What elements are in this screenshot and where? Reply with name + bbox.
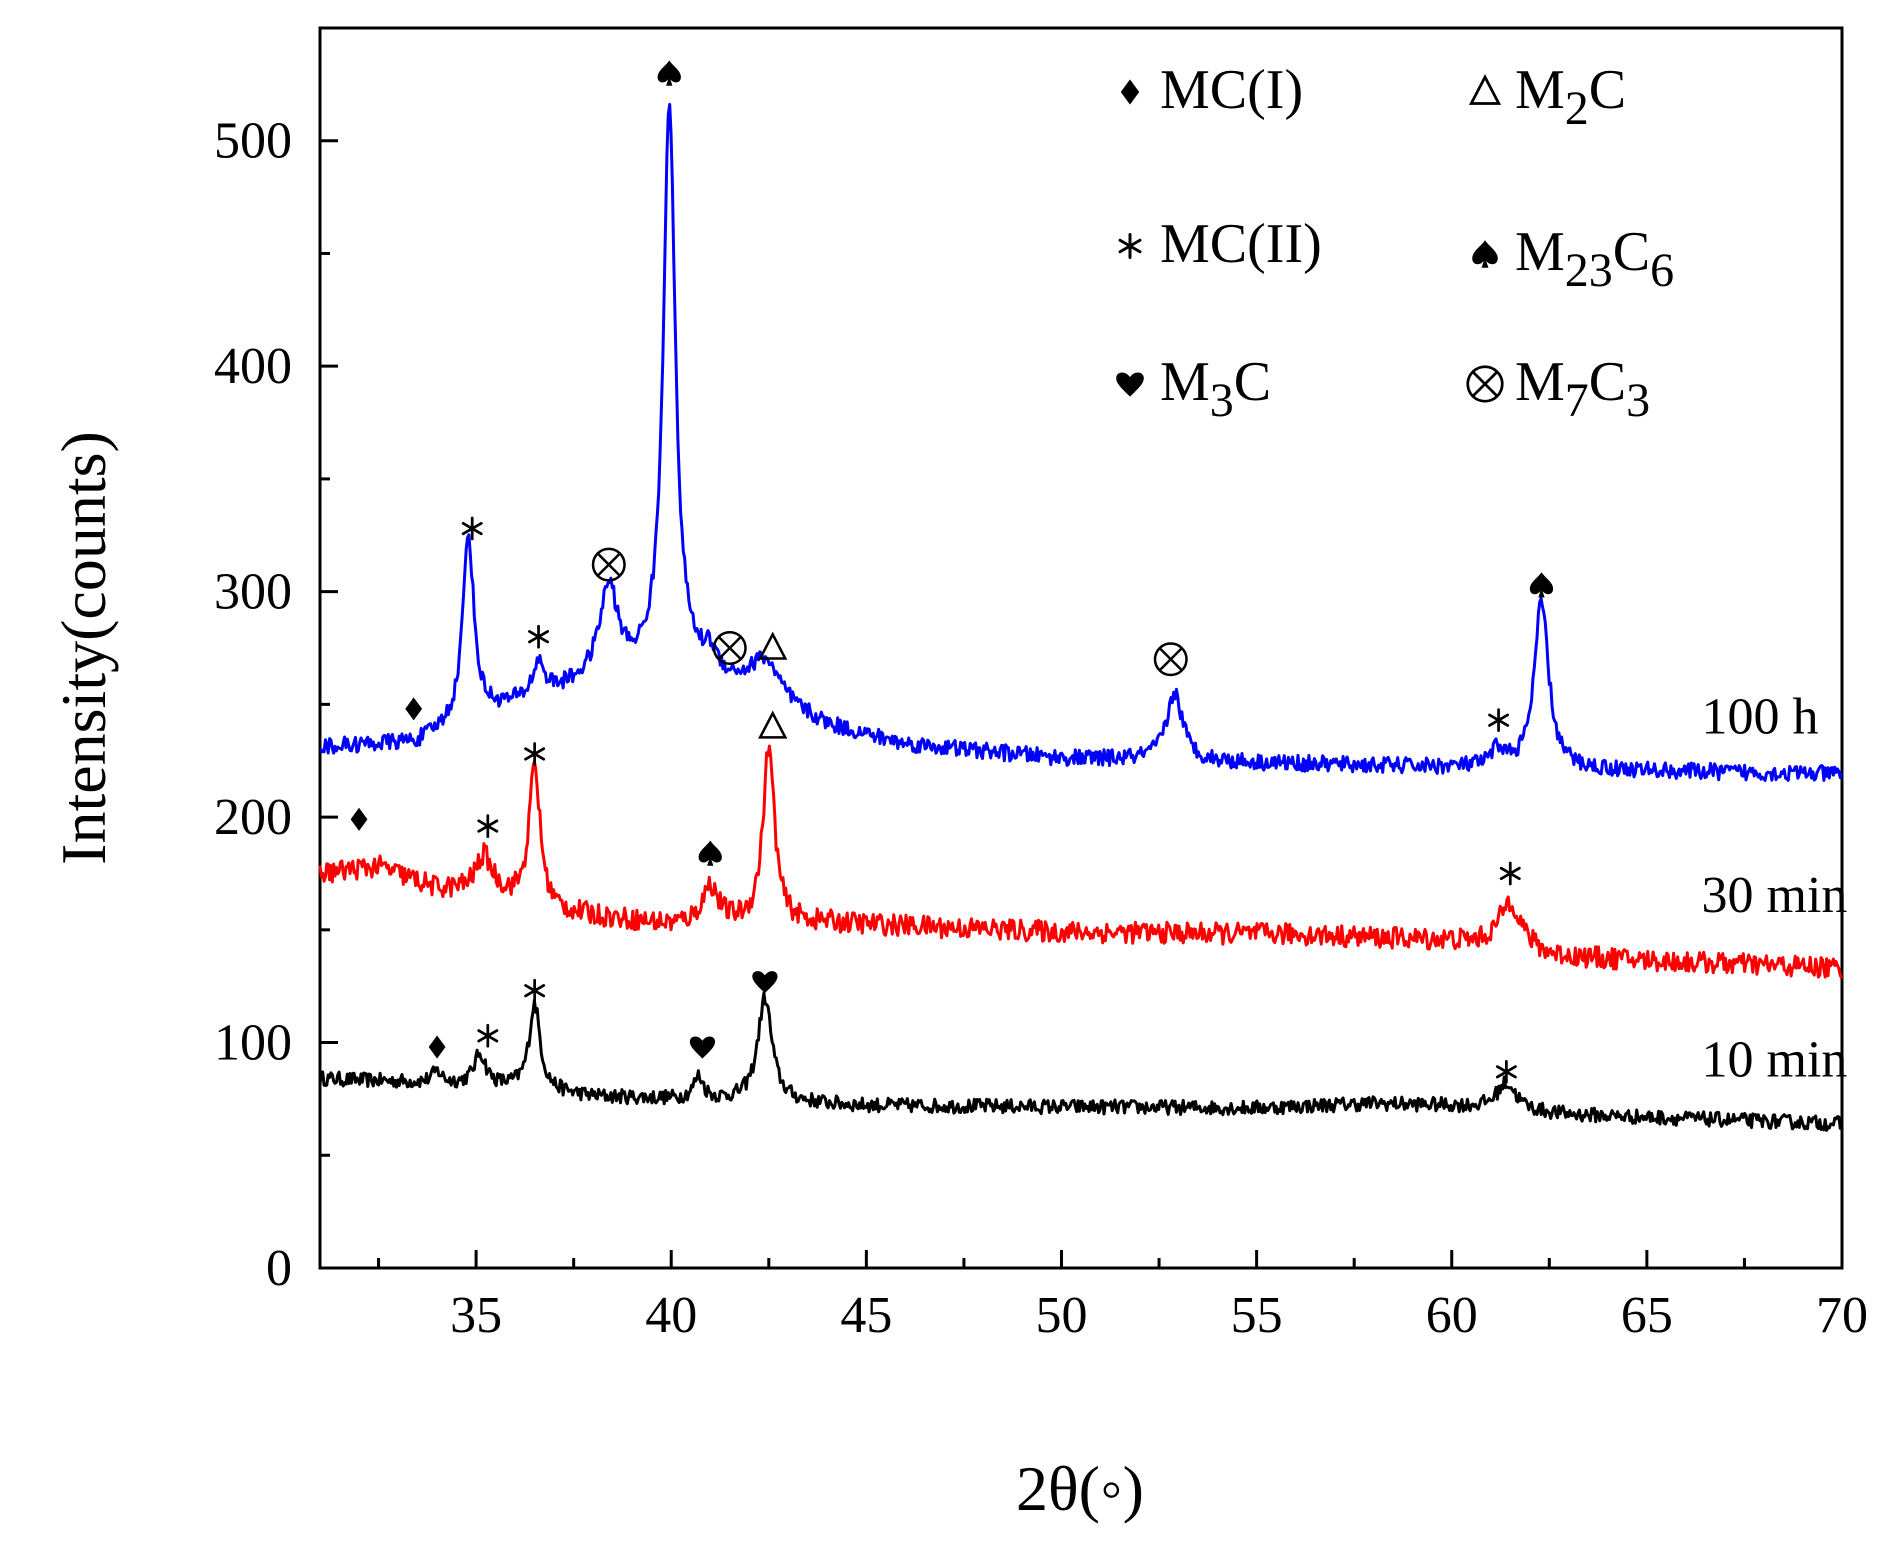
- curve-label: 100 h: [1702, 689, 1819, 746]
- y-tick-label: 300: [214, 564, 292, 621]
- peak-marker-triangle: [758, 631, 788, 660]
- x-tick-label: 55: [1231, 1287, 1283, 1344]
- curve-label: 30 min: [1702, 867, 1848, 924]
- legend-label: MC(I): [1160, 59, 1303, 121]
- legend-symbol-spade: [1472, 240, 1498, 268]
- x-tick-label: 65: [1621, 1287, 1673, 1344]
- legend-label: M2C: [1515, 59, 1626, 135]
- y-tick-label: 0: [266, 1240, 292, 1297]
- peak-marker-asterisk: [524, 742, 546, 766]
- series-line-30-min: [318, 744, 1843, 979]
- series-line-10-min: [318, 991, 1844, 1132]
- legend-symbol-heart: [1116, 372, 1144, 397]
- x-tick-label: 40: [645, 1287, 697, 1344]
- y-tick-label: 400: [214, 338, 292, 395]
- peak-marker-otimes: [712, 630, 747, 666]
- y-tick-label: 100: [214, 1015, 292, 1072]
- y-tick-label: 500: [214, 113, 292, 170]
- peak-marker-heart: [752, 971, 778, 994]
- x-axis-title: 2θ(◦): [1016, 1453, 1144, 1524]
- peak-marker-spade: [657, 60, 681, 86]
- x-axis-ticks: 35 40 45 50 55 60 65 70: [377, 1250, 1868, 1344]
- legend-label: M23C6: [1515, 221, 1674, 297]
- series-layer: [318, 102, 1844, 1132]
- x-tick-label: 45: [840, 1287, 892, 1344]
- x-tick-label: 35: [450, 1287, 502, 1344]
- legend-label: M3C: [1160, 351, 1271, 427]
- legend-symbol-otimes: [1466, 365, 1504, 403]
- peak-marker-asterisk: [477, 814, 499, 838]
- legend-symbol-asterisk: [1118, 233, 1142, 259]
- y-axis-title: Intensity(counts): [48, 431, 119, 865]
- peak-marker-diamond: [350, 807, 368, 831]
- curve-labels: 100 h 30 min 10 min: [1702, 689, 1848, 1089]
- x-tick-label: 60: [1426, 1287, 1478, 1344]
- peak-marker-asterisk: [1488, 708, 1510, 733]
- legend-label: MC(II): [1160, 213, 1322, 275]
- peak-marker-otimes: [1153, 642, 1188, 677]
- peak-marker-asterisk: [1499, 861, 1521, 886]
- peak-marker-heart: [689, 1036, 716, 1059]
- peak-marker-asterisk: [461, 516, 483, 541]
- y-tick-label: 200: [214, 789, 292, 846]
- legend-symbol-triangle: [1468, 74, 1502, 105]
- peak-marker-diamond: [428, 1035, 446, 1059]
- peak-marker-otimes: [591, 547, 626, 582]
- peak-marker-asterisk: [524, 978, 546, 1003]
- curve-label: 10 min: [1702, 1031, 1848, 1088]
- peak-marker-asterisk: [528, 624, 550, 649]
- peak-marker-asterisk: [477, 1023, 499, 1048]
- plot-frame: [318, 26, 1844, 1270]
- peak-marker-spade: [698, 840, 722, 866]
- peak-annotations: [350, 60, 1554, 1084]
- peak-marker-spade: [1529, 572, 1554, 598]
- y-axis-ticks: 0 100 200 300 400 500: [214, 113, 338, 1297]
- x-tick-label: 50: [1035, 1287, 1087, 1344]
- legend: MC(I) M2C MC(II) M23C6 M3C M7C3: [1116, 59, 1674, 427]
- x-tick-label: 70: [1816, 1287, 1868, 1344]
- peak-marker-diamond: [405, 697, 423, 721]
- series-line-100-h: [319, 102, 1844, 782]
- peak-marker-asterisk: [1495, 1059, 1517, 1084]
- legend-label: M7C3: [1515, 351, 1650, 427]
- peak-marker-triangle: [758, 710, 788, 739]
- legend-symbol-diamond: [1120, 79, 1140, 105]
